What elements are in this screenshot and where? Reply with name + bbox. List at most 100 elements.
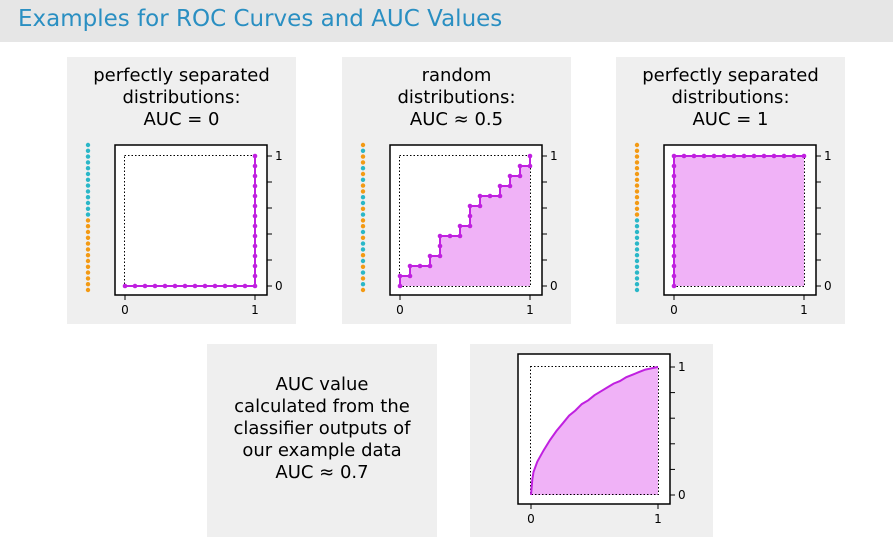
roc-point	[192, 283, 198, 289]
roc-point	[671, 263, 677, 269]
panel-caption: perfectly separated distributions: AUC =…	[616, 65, 845, 131]
roc-point	[252, 203, 258, 209]
y-tick-0: 0	[550, 279, 558, 293]
score-dot	[85, 258, 91, 264]
score-dot	[360, 142, 366, 148]
score-dot	[360, 200, 366, 206]
score-dot	[360, 177, 366, 182]
score-dot	[85, 270, 91, 275]
roc-line	[530, 366, 659, 496]
roc-point	[437, 253, 443, 259]
score-dot	[360, 235, 366, 240]
roc-point	[671, 173, 677, 179]
caption-line: AUC = 1	[692, 109, 769, 130]
roc-point	[477, 193, 483, 199]
roc-point	[671, 243, 677, 249]
roc-point	[467, 203, 473, 209]
score-dot	[360, 171, 366, 177]
roc-point	[182, 283, 188, 289]
x-tick-0: 0	[121, 303, 129, 317]
roc-curve	[397, 153, 533, 289]
score-dot	[634, 160, 640, 165]
slide-title: Examples for ROC Curves and AUC Values	[18, 6, 503, 32]
score-dot	[634, 183, 640, 188]
auc-fill	[400, 156, 530, 286]
score-dot	[85, 287, 91, 293]
y-tick-1: 1	[678, 360, 686, 374]
roc-point	[427, 263, 433, 269]
example-roc-panel: 1 0 0 1	[470, 344, 713, 537]
roc-point	[801, 153, 807, 159]
caption-line: AUC ≈ 0.7	[275, 462, 369, 483]
roc-point	[671, 253, 677, 259]
score-dot	[85, 218, 91, 223]
caption-line: AUC ≈ 0.5	[409, 109, 504, 130]
roc-point	[671, 193, 677, 199]
roc-point	[252, 243, 258, 249]
score-dot	[634, 189, 640, 194]
roc-point	[397, 283, 403, 289]
roc-point	[202, 283, 208, 289]
score-dot	[85, 276, 91, 281]
score-dot	[634, 287, 640, 293]
score-dot	[85, 206, 91, 211]
bottom-axis: 0 1	[527, 504, 662, 526]
example-caption-panel: AUC value calculated from the classifier…	[207, 344, 437, 537]
roc-point	[671, 183, 677, 189]
auc-fill	[531, 367, 658, 495]
roc-point	[497, 193, 503, 199]
auc-area	[674, 156, 804, 286]
roc-point	[252, 173, 258, 179]
score-dot	[634, 276, 640, 281]
roc-point	[671, 153, 677, 159]
roc-point	[527, 153, 533, 159]
score-dot	[85, 142, 91, 148]
roc-point	[671, 223, 677, 229]
roc-point	[681, 153, 687, 159]
y-tick-0: 0	[275, 279, 283, 293]
roc-point	[122, 283, 128, 289]
roc-point	[252, 263, 258, 269]
score-dot	[634, 270, 640, 275]
roc-point	[252, 283, 258, 289]
roc-point	[232, 283, 238, 289]
score-dot	[360, 218, 366, 223]
score-dot	[85, 282, 91, 287]
roc-point	[242, 283, 248, 289]
roc-point	[497, 183, 503, 189]
score-dot	[634, 212, 640, 217]
score-distribution-strip	[85, 142, 91, 293]
score-dot	[360, 166, 366, 171]
x-tick-0: 0	[396, 303, 404, 317]
score-dot	[360, 258, 366, 264]
score-dot	[634, 166, 640, 171]
roc-point	[517, 173, 523, 179]
roc-point	[457, 223, 463, 229]
caption-line: calculated from the	[234, 396, 410, 417]
roc-point	[487, 193, 493, 199]
roc-point	[671, 203, 677, 209]
roc-point	[671, 233, 677, 239]
score-dot	[360, 206, 366, 211]
roc-point	[252, 233, 258, 239]
y-tick-0: 0	[678, 488, 686, 502]
roc-point	[457, 233, 463, 239]
score-dot	[85, 229, 91, 235]
score-dot	[85, 253, 91, 258]
roc-point	[437, 243, 443, 249]
score-dot	[634, 258, 640, 264]
score-dot	[360, 160, 366, 165]
caption-line: our example data	[242, 440, 402, 461]
score-dot	[360, 282, 366, 287]
score-dot	[85, 212, 91, 217]
roc-point	[671, 163, 677, 169]
roc-point	[517, 163, 523, 169]
score-dot	[360, 276, 366, 281]
roc-chart: 1 0 0 1	[634, 142, 832, 317]
roc-point	[427, 253, 433, 259]
x-tick-1: 1	[654, 512, 662, 526]
score-dot	[85, 224, 91, 229]
roc-point	[771, 153, 777, 159]
score-dot	[85, 160, 91, 165]
right-axis: 1 0	[670, 360, 686, 502]
